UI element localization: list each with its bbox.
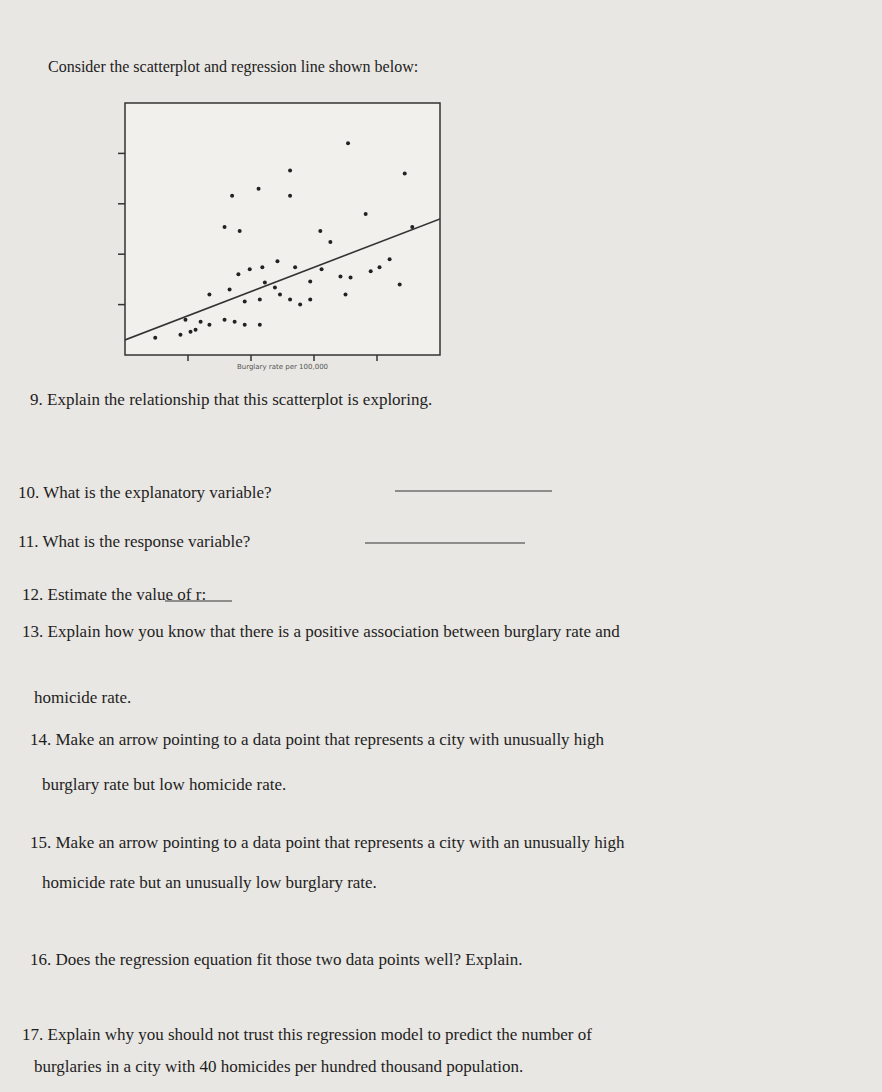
data-point	[403, 172, 407, 176]
question: 10. What is the explanatory variable?	[18, 483, 552, 502]
data-point	[288, 169, 292, 173]
data-point	[398, 282, 402, 286]
data-point	[248, 267, 252, 271]
answer-line	[365, 543, 525, 544]
data-point	[328, 240, 332, 244]
question-text: homicide rate.	[34, 688, 131, 707]
question-text: 11. What is the response variable?	[18, 532, 250, 551]
x-axis-label: Burglary rate per 100,000	[237, 363, 328, 371]
question: 13. Explain how you know that there is a…	[22, 622, 620, 707]
question-text: homicide rate but an unusually low burgl…	[42, 873, 377, 892]
data-point	[233, 320, 237, 324]
data-point	[230, 194, 234, 198]
data-point	[369, 269, 373, 273]
worksheet: Consider the scatterplot and regression …	[0, 0, 882, 1092]
scatterplot: Burglary rate per 100,000	[118, 103, 440, 371]
data-point	[344, 293, 348, 297]
data-point	[263, 280, 267, 284]
plot-marks	[125, 141, 440, 340]
data-point	[243, 300, 247, 304]
data-point	[278, 293, 282, 297]
data-point	[308, 279, 312, 283]
data-point	[288, 298, 292, 302]
y-tick	[118, 203, 125, 205]
x-tick	[313, 355, 315, 361]
question: 15. Make an arrow pointing to a data poi…	[30, 833, 625, 892]
question: 9. Explain the relationship that this sc…	[30, 390, 432, 409]
x-tick	[187, 355, 189, 361]
question-text: 17. Explain why you should not trust thi…	[22, 1025, 592, 1044]
question: 14. Make an arrow pointing to a data poi…	[30, 730, 605, 794]
data-point	[199, 320, 203, 324]
data-point	[238, 229, 242, 233]
data-point	[194, 328, 198, 332]
data-point	[318, 229, 322, 233]
data-point	[257, 187, 261, 191]
data-point	[338, 274, 342, 278]
data-point	[223, 225, 227, 229]
data-point	[308, 298, 312, 302]
question-text: 16. Does the regression equation fit tho…	[30, 950, 522, 969]
data-point	[273, 285, 277, 289]
answer-line	[165, 601, 232, 602]
data-point	[258, 298, 262, 302]
data-point	[228, 287, 232, 291]
question-text: burglary rate but low homicide rate.	[42, 775, 286, 794]
data-point	[183, 318, 187, 322]
data-point	[364, 212, 368, 216]
data-point	[349, 275, 353, 279]
y-tick	[118, 253, 125, 255]
data-point	[275, 259, 279, 263]
data-point	[260, 265, 264, 269]
data-point	[298, 303, 302, 307]
data-point	[388, 257, 392, 261]
question-text: 10. What is the explanatory variable?	[18, 483, 272, 502]
intro-text: Consider the scatterplot and regression …	[48, 58, 418, 76]
x-tick	[376, 355, 378, 361]
question-text: 15. Make an arrow pointing to a data poi…	[30, 833, 625, 852]
plot-frame	[125, 103, 440, 355]
data-point	[236, 272, 240, 276]
data-point	[223, 318, 227, 322]
data-point	[189, 330, 193, 334]
question: 11. What is the response variable?	[18, 532, 525, 551]
data-point	[288, 194, 292, 198]
y-tick	[118, 304, 125, 306]
x-tick	[250, 355, 252, 361]
data-point	[243, 323, 247, 327]
y-tick	[118, 153, 125, 155]
question-text: 9. Explain the relationship that this sc…	[30, 390, 432, 409]
data-point	[178, 333, 182, 337]
data-point	[378, 265, 382, 269]
question: 12. Estimate the value of r:	[22, 585, 232, 604]
question: 17. Explain why you should not trust thi…	[22, 1025, 592, 1076]
data-point	[293, 265, 297, 269]
data-point	[153, 336, 157, 340]
question-text: 14. Make an arrow pointing to a data poi…	[30, 730, 605, 749]
data-point	[207, 293, 211, 297]
question-text: burglaries in a city with 40 homicides p…	[34, 1057, 523, 1076]
data-point	[320, 267, 324, 271]
regression-line	[125, 219, 440, 340]
question-text: 13. Explain how you know that there is a…	[22, 622, 620, 641]
data-point	[346, 141, 350, 145]
data-point	[207, 323, 211, 327]
question: 16. Does the regression equation fit tho…	[30, 950, 522, 969]
answer-line	[395, 491, 552, 492]
data-point	[258, 323, 262, 327]
data-point	[410, 225, 414, 229]
